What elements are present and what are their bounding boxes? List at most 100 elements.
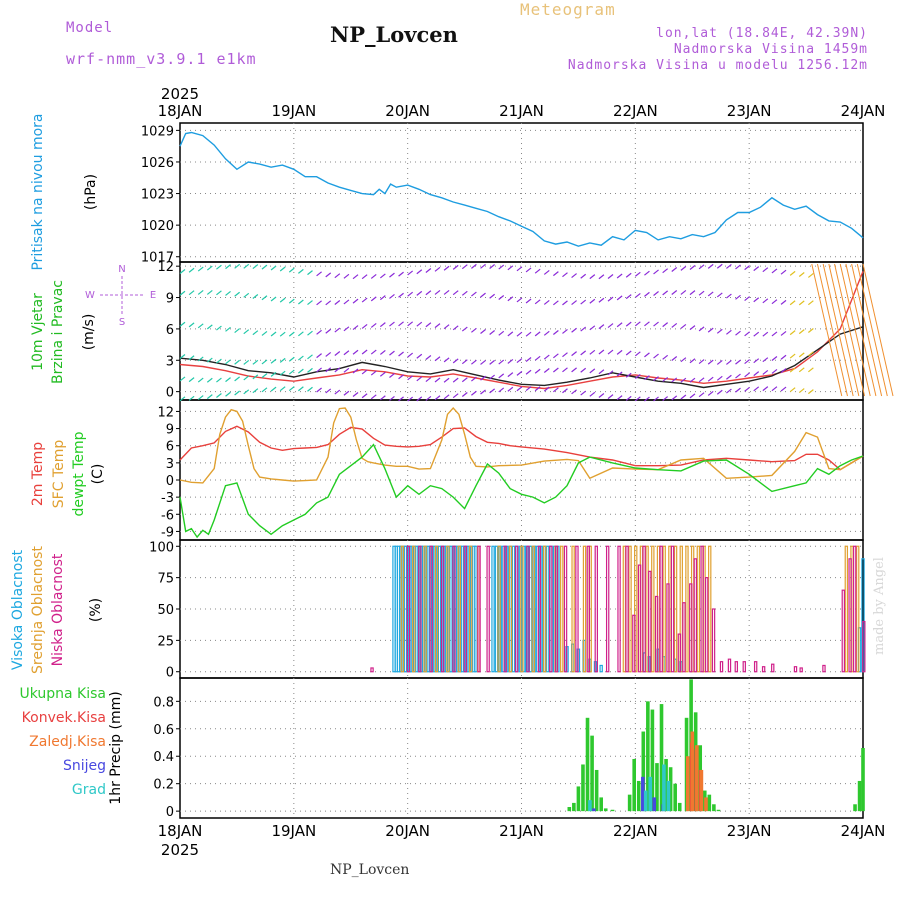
- wind-barb: [607, 349, 614, 355]
- wind-barb: [589, 391, 596, 397]
- temp2m-axis-title: 2m Temp: [30, 442, 46, 506]
- wind-barb: [653, 396, 659, 402]
- bar-zaledj-kisa: [699, 769, 704, 812]
- wind-barb: [370, 349, 377, 355]
- wind-barb: [744, 372, 750, 378]
- bar-visoka-oblacnost: [511, 545, 516, 673]
- time-label-bottom: 20JAN: [385, 822, 430, 840]
- wind-barb: [343, 390, 350, 396]
- wind-barb: [671, 290, 678, 295]
- bar-srednja-oblacnost: [560, 545, 564, 673]
- wind-barb: [671, 356, 678, 361]
- wind-barb: [552, 300, 559, 306]
- wind-barb: [580, 273, 587, 279]
- bar-grad: [643, 790, 648, 812]
- wind-barb: [288, 386, 295, 392]
- wind-barb: [361, 349, 368, 355]
- wind-barb: [562, 367, 568, 373]
- wind-barb: [798, 352, 805, 358]
- bar-niska-oblacnost: [648, 570, 652, 673]
- bar-ukupna-kisa: [585, 717, 590, 812]
- bar-niska-oblacnost: [632, 614, 636, 673]
- y-tick-label: 0.8: [153, 695, 174, 710]
- wind-barb: [507, 265, 514, 271]
- wind-barb: [471, 263, 477, 269]
- wind-barb: [598, 349, 605, 355]
- bar-niska-oblacnost: [594, 545, 598, 673]
- wind-barb: [771, 356, 778, 361]
- wind-barb: [735, 387, 741, 393]
- wind-barb: [370, 322, 377, 328]
- wind-barb: [243, 375, 250, 381]
- time-label-bottom: 21JAN: [499, 822, 544, 840]
- bar-srednja-oblacnost: [673, 545, 678, 673]
- wind-barb: [552, 330, 559, 335]
- wind-barb: [707, 327, 714, 333]
- wind-barb: [225, 391, 231, 397]
- bar-niska-oblacnost: [670, 545, 675, 673]
- wind-barb: [644, 270, 650, 276]
- bar-ukupna-kisa: [677, 802, 682, 812]
- bar-niska-oblacnost: [477, 545, 481, 673]
- wind-barb: [571, 327, 577, 333]
- wind-barb: [416, 353, 423, 359]
- wind-barb: [543, 354, 550, 360]
- wind-barb: [452, 325, 459, 331]
- wind-barb: [616, 273, 623, 279]
- wind-barb: [798, 272, 805, 277]
- wind-barb: [288, 369, 295, 375]
- wind-barb: [334, 273, 341, 279]
- wind-barb: [352, 274, 359, 280]
- wind-barb: [197, 377, 204, 383]
- bar-niska-oblacnost: [682, 602, 686, 673]
- lonlat-label: lon,lat (18.84E, 42.39N): [656, 26, 868, 41]
- wind-barb: [489, 359, 496, 365]
- bar-zaledj-kisa: [695, 745, 699, 812]
- wind-axis-subtitle: Brzina i Pravac: [50, 280, 66, 384]
- bar-ukupna-kisa: [636, 780, 641, 812]
- wind-barb: [807, 272, 814, 278]
- wind-barb: [407, 291, 414, 297]
- wind-barb: [616, 371, 623, 377]
- y-tick-label: -9: [161, 525, 174, 540]
- wind-barb: [416, 290, 423, 296]
- wind-barb: [789, 300, 796, 306]
- wind-barb: [425, 268, 432, 273]
- wind-barb: [416, 321, 423, 327]
- wind-barb: [807, 367, 814, 373]
- wind-barb: [270, 386, 277, 392]
- wind-barb: [516, 386, 523, 392]
- wind-barb: [298, 368, 304, 374]
- bar-srednja-oblacnost: [423, 545, 427, 673]
- wind-barb: [234, 390, 241, 396]
- bar-srednja-oblacnost: [508, 545, 513, 673]
- wind-barb: [662, 396, 669, 402]
- wind-barb: [589, 368, 596, 374]
- wind-barb: [398, 396, 404, 402]
- wind-barb: [498, 330, 505, 336]
- wind-barb: [279, 386, 286, 392]
- bar-niska-oblacnost: [605, 545, 610, 673]
- bar-niska-oblacnost: [700, 545, 704, 673]
- wind-barb: [389, 272, 395, 278]
- wind-barb: [179, 321, 186, 327]
- bar-ukupna-kisa: [659, 704, 664, 812]
- time-label-top: 19JAN: [271, 102, 316, 120]
- bar-niska-oblacnost: [549, 545, 553, 673]
- bar-srednja-oblacnost: [497, 545, 501, 673]
- bar-niska-oblacnost: [666, 583, 670, 673]
- wind-barb: [562, 388, 568, 394]
- wind-barb: [461, 377, 468, 383]
- bar-ukupna-kisa: [581, 764, 585, 812]
- series-line-sfc-temp: [179, 406, 864, 484]
- wind-barb: [298, 299, 304, 305]
- wind-barb: [352, 298, 359, 304]
- series-line-2m-temp: [179, 425, 864, 471]
- time-label-top: 20JAN: [385, 102, 430, 120]
- wind-barb: [789, 353, 796, 359]
- panel-temperature: -9 -6 -3 0 3 6 9 12: [157, 399, 864, 541]
- wind-barb: [434, 323, 441, 329]
- wind-barb: [580, 390, 587, 396]
- wind-barb: [726, 388, 732, 394]
- bar-niska-oblacnost: [554, 545, 559, 673]
